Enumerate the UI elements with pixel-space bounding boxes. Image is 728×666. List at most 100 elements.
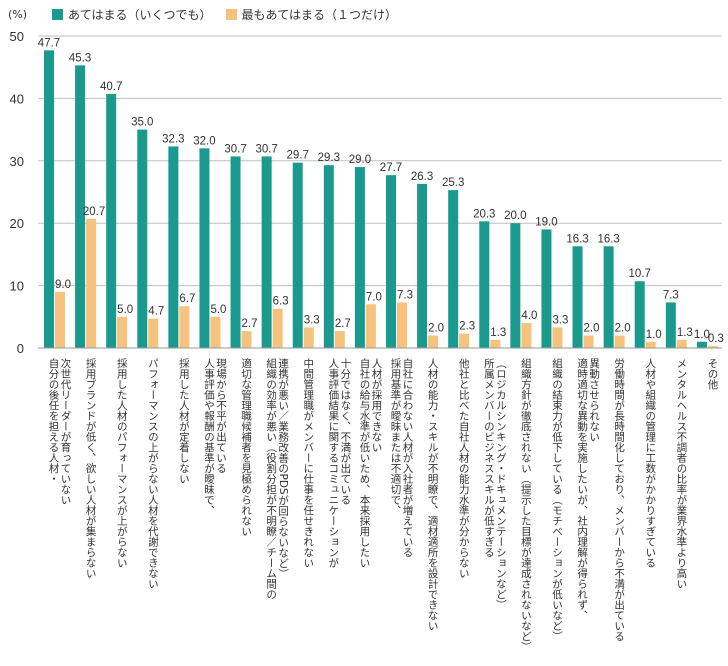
data-label-series-1-3: 35.0 <box>131 117 153 129</box>
data-label-series-2-6: 2.7 <box>242 318 258 330</box>
data-label-series-1-19: 10.7 <box>629 268 651 280</box>
category-label-18-line-0: 労働時間が長時間化しており、メンバーから不満が出ている <box>613 357 625 641</box>
bar-series-2-4 <box>179 306 190 348</box>
data-label-series-1-7: 30.7 <box>255 143 277 155</box>
bar-series-1-12 <box>417 183 428 348</box>
category-label-0-line-0: 自分の後任を担える人材・ <box>48 357 60 484</box>
data-label-series-1-5: 32.0 <box>193 135 215 147</box>
data-label-series-2-1: 20.7 <box>83 206 105 218</box>
data-label-series-1-12: 26.3 <box>411 171 433 183</box>
data-label-series-2-15: 4.0 <box>521 310 537 322</box>
bar-series-1-14 <box>479 221 490 348</box>
category-label-5-line-1: 現場から不平が出ている <box>215 358 227 474</box>
category-label-13-line-0: 他社と比べた自社人材の能力水準が分からない <box>458 357 470 578</box>
legend-label-series-2: 最もあてはまる（１つだけ） <box>241 8 398 22</box>
category-label-6-line-0: 適切な管理職候補者を見極められない <box>240 357 252 536</box>
category-label-3-line-0: パフォーマンスの上がらない人材を代謝できない <box>147 358 159 589</box>
data-label-series-1-4: 32.3 <box>162 133 184 145</box>
data-label-series-1-21: 1.0 <box>694 329 710 341</box>
y-tick-label-5: 50 <box>10 29 24 44</box>
bar-series-2-2 <box>117 316 128 348</box>
bar-series-1-11 <box>386 175 396 348</box>
bar-series-2-20 <box>676 339 687 348</box>
legend: あてはまる（いくつでも） 最もあてはまる（１つだけ） <box>52 6 411 23</box>
y-tick-label-1: 10 <box>10 279 24 294</box>
bar-series-2-0 <box>55 291 65 348</box>
bar-series-2-11 <box>397 302 407 348</box>
data-label-series-2-14: 1.3 <box>490 327 506 339</box>
bar-series-1-20 <box>665 302 676 348</box>
data-label-series-1-14: 20.3 <box>473 208 495 220</box>
bar-series-1-7 <box>261 156 272 348</box>
category-label-1-line-0: 採用ブランドが低く、欲しい人材が集まらない <box>85 357 97 578</box>
data-label-series-2-0: 9.0 <box>55 279 71 291</box>
data-label-series-2-12: 2.0 <box>428 323 444 335</box>
category-label-2-line-0: 採用した人材のパフォーマンスが上がらない <box>116 357 128 568</box>
data-label-series-2-11: 7.3 <box>397 289 413 301</box>
bar-series-1-21 <box>696 341 707 348</box>
data-label-series-1-18: 16.3 <box>597 233 619 245</box>
y-tick-label-3: 30 <box>10 154 24 169</box>
data-label-series-1-2: 40.7 <box>100 81 122 93</box>
data-label-series-2-19: 1.0 <box>646 329 662 341</box>
bar-series-1-10 <box>354 167 365 348</box>
bar-series-2-3 <box>148 318 159 348</box>
bar-series-1-8 <box>292 162 303 348</box>
bar-series-2-6 <box>241 331 252 348</box>
bar-series-2-16 <box>552 327 563 348</box>
category-label-8-line-0: 中間管理職がメンバーに仕事を任せきれない <box>302 357 314 568</box>
data-label-series-2-20: 1.3 <box>677 327 693 339</box>
data-label-series-1-16: 19.0 <box>535 216 557 228</box>
data-label-series-1-10: 29.0 <box>349 154 371 166</box>
y-unit-label: (%) <box>8 8 27 21</box>
data-label-series-1-11: 27.7 <box>380 162 402 174</box>
data-label-series-2-9: 2.7 <box>335 318 351 330</box>
bar-series-1-13 <box>448 190 459 348</box>
data-label-series-1-20: 7.3 <box>663 289 679 301</box>
data-label-series-2-3: 4.7 <box>148 306 164 318</box>
category-label-15-line-0: 組織方針が徹底されない（提示した目標が達成されないなど） <box>520 357 532 652</box>
bar-series-1-1 <box>75 65 86 348</box>
data-label-series-1-0: 47.7 <box>38 37 60 49</box>
data-label-series-2-10: 7.0 <box>366 291 382 303</box>
y-tick-label-2: 20 <box>10 216 24 231</box>
category-label-20-line-0: メンタルヘルス不調者の比率が業界水準より高い <box>675 358 687 589</box>
category-label-12-line-0: 人材の能力・スキルが不明瞭で、適材適所を設計できない <box>427 358 439 631</box>
bar-series-2-9 <box>334 331 345 348</box>
bar-series-1-15 <box>510 223 521 348</box>
legend-swatch-series-2 <box>225 9 237 20</box>
data-label-series-2-8: 3.3 <box>304 314 320 326</box>
bar-series-1-9 <box>323 165 334 348</box>
data-label-series-1-6: 30.7 <box>224 143 246 155</box>
data-label-series-1-17: 16.3 <box>566 233 588 245</box>
category-label-10-line-0: 自社の給与水準が低いため、本来採用したい <box>358 357 370 568</box>
category-label-9-line-1: 十分ではなく、不満が出ている <box>339 357 351 505</box>
data-label-series-2-16: 3.3 <box>552 314 568 326</box>
bar-series-2-12 <box>428 335 439 348</box>
category-label-4-line-0: 採用した人材が定着しない <box>178 357 190 484</box>
data-label-series-1-9: 29.3 <box>318 152 340 164</box>
category-label-14-line-1: （ロジカルシンキング・ドキュメンテーションなど） <box>495 358 507 610</box>
data-label-series-2-18: 2.0 <box>615 323 631 335</box>
bar-series-2-10 <box>365 304 376 348</box>
legend-item-series-1: あてはまる（いくつでも） <box>52 6 212 23</box>
y-tick-label-4: 40 <box>10 91 24 106</box>
data-label-series-1-13: 25.3 <box>442 177 464 189</box>
category-label-10-line-1: 人材が採用できない <box>370 358 382 453</box>
bar-series-2-19 <box>645 341 656 348</box>
bar-series-2-21 <box>707 346 718 348</box>
data-label-series-2-2: 5.0 <box>117 304 133 316</box>
data-label-series-2-4: 6.7 <box>179 293 195 305</box>
bar-series-2-15 <box>521 323 532 348</box>
legend-swatch-series-1 <box>52 9 63 20</box>
bar-series-1-18 <box>603 246 614 348</box>
category-label-11-line-0: 採用基準が曖昧または不適切で、 <box>390 357 402 515</box>
category-label-7-line-0: 組織の効率が悪い（役割分担が不明瞭／チーム間の <box>265 357 277 599</box>
bar-series-1-2 <box>106 94 117 348</box>
bar-series-1-16 <box>541 229 552 348</box>
category-label-19-line-0: 人材や組織の管理に工数がかかりすぎている <box>644 358 656 568</box>
bar-series-1-19 <box>634 281 645 348</box>
category-label-7-line-1: 連携が悪い／業務改善のPDSが回らないなど） <box>277 357 289 578</box>
bar-series-2-8 <box>303 327 314 348</box>
